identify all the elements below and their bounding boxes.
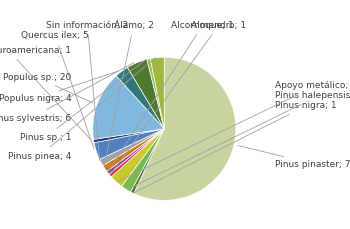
Wedge shape (134, 57, 236, 200)
Text: Sin información; 2: Sin información; 2 (46, 21, 128, 161)
Text: Pinus halepensis; 3: Pinus halepensis; 3 (128, 91, 350, 189)
Wedge shape (94, 129, 164, 159)
Wedge shape (109, 129, 164, 177)
Text: Pinus nigra; 1: Pinus nigra; 1 (134, 101, 337, 193)
Wedge shape (93, 129, 164, 143)
Text: Apoyo metálico; 4: Apoyo metálico; 4 (118, 81, 350, 182)
Wedge shape (150, 57, 164, 129)
Text: Populus sp.; 20: Populus sp.; 20 (3, 73, 93, 103)
Text: Pinus pinaster; 73: Pinus pinaster; 73 (238, 145, 350, 169)
Wedge shape (107, 129, 164, 174)
Text: Pinus sp.; 1: Pinus sp.; 1 (20, 59, 146, 142)
Text: Pinus pinea; 4: Pinus pinea; 4 (8, 58, 155, 161)
Wedge shape (116, 67, 164, 129)
Text: Populus x euroamericana; 1: Populus x euroamericana; 1 (0, 46, 90, 139)
Wedge shape (99, 129, 164, 166)
Text: Alcornoque; 1: Alcornoque; 1 (108, 21, 234, 171)
Text: Almendro; 1: Almendro; 1 (111, 21, 247, 174)
Wedge shape (122, 129, 164, 192)
Wedge shape (93, 76, 164, 139)
Wedge shape (147, 59, 164, 129)
Text: Quercus ilex; 5: Quercus ilex; 5 (21, 31, 94, 149)
Wedge shape (103, 129, 164, 172)
Wedge shape (127, 59, 164, 129)
Text: Populus nigra; 4: Populus nigra; 4 (0, 71, 118, 103)
Text: Álamo; 2: Álamo; 2 (104, 20, 154, 167)
Wedge shape (131, 129, 164, 194)
Text: Pinus sylvestris; 6: Pinus sylvestris; 6 (0, 63, 134, 123)
Wedge shape (111, 129, 164, 186)
